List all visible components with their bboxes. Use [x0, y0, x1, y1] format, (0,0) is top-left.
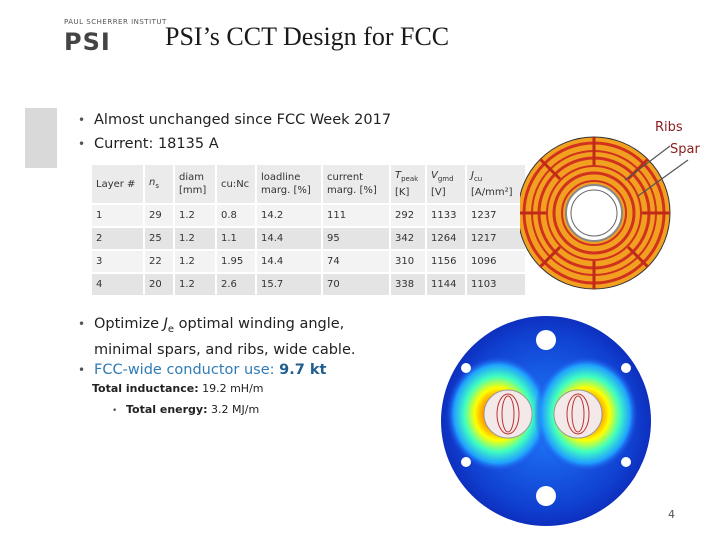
- table-header-row: Layer # ns diam [mm] cu:Nc loadline marg. …: [92, 165, 527, 205]
- magnetic-field-map: [441, 316, 651, 526]
- header-diam: diam [mm]: [174, 165, 217, 205]
- header-current: current marg. [%]: [322, 165, 391, 205]
- bullet-item: • Current: 18135 A: [78, 132, 391, 156]
- logo-institute-text: PAUL SCHERRER INSTITUT: [64, 18, 167, 26]
- bullet-item: • Almost unchanged since FCC Week 2017: [78, 108, 391, 132]
- header-tpeak: Tpeak [K]: [390, 165, 427, 205]
- bullet-icon: •: [78, 317, 86, 331]
- bullet-list-top: • Almost unchanged since FCC Week 2017 • C…: [78, 108, 391, 156]
- bullet-conductor-use: • FCC-wide conductor use: 9.7 kt: [78, 362, 327, 378]
- spar-label: Spar: [670, 142, 700, 157]
- page-number: 4: [668, 508, 675, 521]
- table-row: 3 22 1.2 1.95 14.4 74 310 1156 1096: [92, 250, 527, 274]
- spar-pointer: [637, 159, 689, 197]
- bullet-icon: •: [112, 406, 118, 416]
- decorative-grey-block: [25, 108, 57, 168]
- bullet-icon: •: [78, 363, 86, 377]
- cct-coil-cross-section: [520, 136, 689, 290]
- header-ns: ns: [144, 165, 175, 205]
- table-row: 4 20 1.2 2.6 15.7 70 338 1144 1103: [92, 273, 527, 297]
- header-jcu: Jcu [A/mm²]: [466, 165, 527, 205]
- header-loadline: loadline marg. [%]: [256, 165, 323, 205]
- bullet-icon: •: [78, 137, 86, 151]
- total-inductance: Total inductance: 19.2 mH/m: [92, 382, 264, 395]
- header-cunc: cu:Nc: [216, 165, 257, 205]
- bullet-icon: •: [78, 113, 86, 127]
- layer-parameters-table: Layer # ns diam [mm] cu:Nc loadline marg. …: [92, 165, 527, 297]
- table-row: 1 29 1.2 0.8 14.2 111 292 1133 1237: [92, 204, 527, 228]
- ribs-label: Ribs: [655, 120, 683, 135]
- table-row: 2 25 1.2 1.1 14.4 95 342 1264 1217: [92, 227, 527, 251]
- header-vgmd: Vgmd [V]: [426, 165, 467, 205]
- header-layer: Layer #: [92, 165, 145, 205]
- total-energy: • Total energy: 3.2 MJ/m: [112, 403, 260, 416]
- slide-title: PSI’s CCT Design for FCC: [165, 22, 450, 51]
- bullet-optimize: • Optimize Je optimal winding angle, mini…: [78, 316, 356, 358]
- logo-mark: PSI: [64, 28, 111, 56]
- psi-logo: PAUL SCHERRER INSTITUT PSI: [64, 18, 166, 56]
- ribs-pointer: [624, 145, 671, 181]
